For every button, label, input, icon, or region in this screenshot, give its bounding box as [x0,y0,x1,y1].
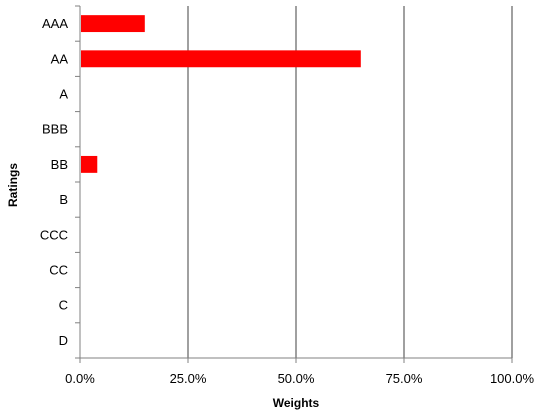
bars [81,15,361,173]
x-tick-label: 25.0% [170,371,207,386]
x-tick-label: 50.0% [278,371,315,386]
y-tick-label: C [59,298,68,313]
y-tick-label: B [59,192,68,207]
x-tick-label: 0.0% [65,371,95,386]
y-axis-title: Ratings [6,163,20,207]
y-tick-label: CC [49,263,68,278]
y-tick-label: D [59,333,68,348]
x-tick-label: 100.0% [490,371,535,386]
tick-labels: 0.0% 25.0% 50.0% 75.0% 100.0%AAAAAABBBBBBCCC… [40,16,535,386]
y-tick-label: A [59,87,68,102]
bar-aa [81,50,361,68]
y-tick-label: CCC [40,227,68,242]
bar-aaa [81,15,145,33]
bar-bb [81,155,98,173]
y-tick-label: AAA [42,16,68,31]
y-tick-label: BBB [42,122,68,137]
x-axis-title: Weights [273,396,320,410]
y-tick-label: BB [51,157,68,172]
axes [75,5,513,363]
y-tick-label: AA [51,51,69,66]
x-tick-label: 75.0% [386,371,423,386]
